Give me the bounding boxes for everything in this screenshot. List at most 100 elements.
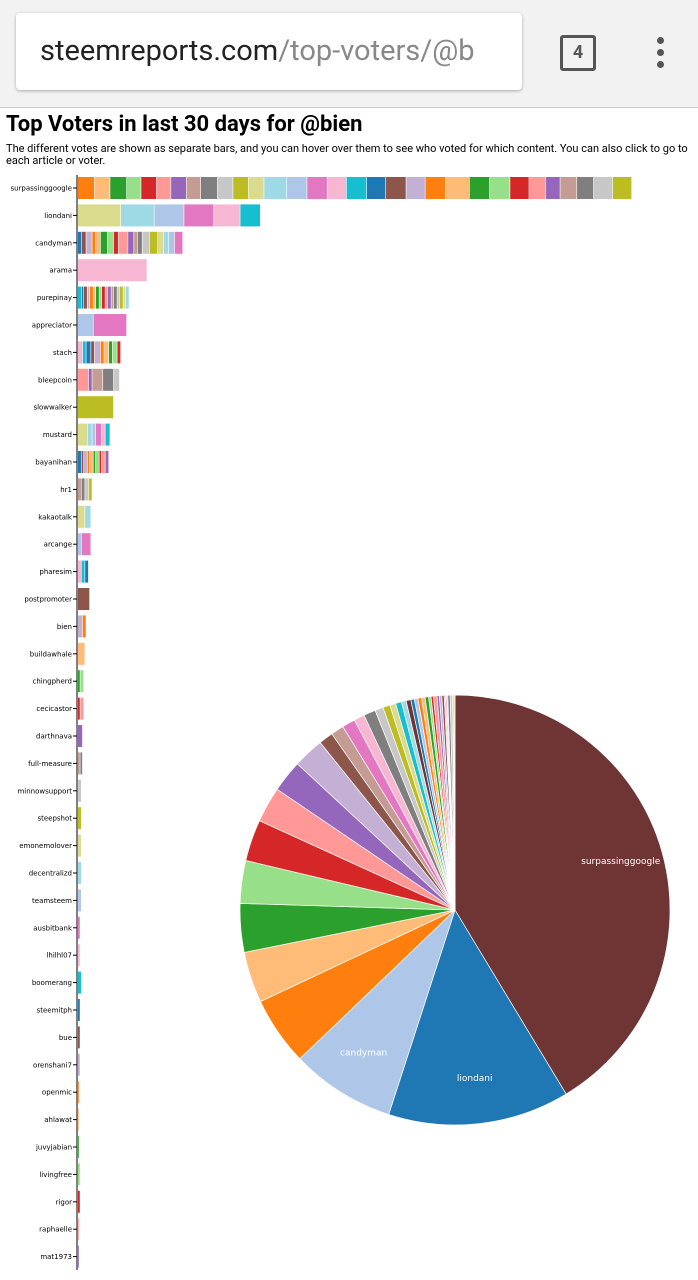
vote-bar[interactable] (78, 259, 147, 282)
vote-bar[interactable] (87, 451, 90, 473)
pie-slice[interactable] (453, 694, 456, 911)
vote-bar[interactable] (94, 177, 110, 199)
pie-slice[interactable] (454, 694, 671, 1095)
vote-bar[interactable] (78, 889, 81, 912)
vote-bar[interactable] (78, 423, 87, 446)
vote-bar[interactable] (91, 341, 95, 364)
vote-bar[interactable] (154, 204, 184, 227)
vote-bar[interactable] (81, 478, 85, 501)
vote-bar[interactable] (78, 1108, 79, 1131)
vote-bar[interactable] (100, 341, 104, 364)
vote-bar[interactable] (83, 451, 87, 473)
vote-bar[interactable] (529, 177, 546, 199)
vote-bar[interactable] (87, 286, 90, 309)
vote-bar[interactable] (186, 177, 201, 199)
vote-bar[interactable] (445, 177, 470, 199)
vote-bar[interactable] (406, 177, 425, 199)
vote-bar[interactable] (184, 204, 214, 227)
vote-bar[interactable] (168, 231, 175, 254)
vote-bar[interactable] (78, 560, 81, 583)
vote-bar[interactable] (89, 451, 93, 473)
vote-bar[interactable] (163, 231, 169, 254)
vote-bar[interactable] (157, 231, 164, 254)
vote-bar[interactable] (510, 177, 529, 199)
vote-bar[interactable] (78, 834, 81, 857)
vote-bar[interactable] (123, 286, 126, 309)
vote-bar[interactable] (80, 697, 84, 720)
vote-bar[interactable] (78, 1136, 79, 1158)
vote-bar[interactable] (117, 341, 121, 364)
vote-bar[interactable] (81, 533, 91, 556)
vote-bar[interactable] (217, 177, 233, 199)
vote-bar[interactable] (107, 286, 111, 309)
vote-bar[interactable] (113, 286, 117, 309)
vote-bar[interactable] (78, 396, 114, 419)
vote-bar[interactable] (78, 779, 81, 802)
vote-bar[interactable] (233, 177, 249, 199)
vote-bar[interactable] (78, 286, 81, 309)
vote-bar[interactable] (82, 341, 86, 364)
vote-bar[interactable] (78, 697, 80, 720)
vote-bar[interactable] (95, 451, 99, 473)
vote-bar[interactable] (93, 286, 96, 309)
vote-bar[interactable] (286, 177, 307, 199)
vote-bar[interactable] (125, 286, 129, 309)
vote-bar[interactable] (142, 231, 150, 254)
vote-bar[interactable] (78, 670, 80, 693)
vote-bar[interactable] (78, 1218, 79, 1241)
vote-bar[interactable] (78, 999, 80, 1021)
vote-bar[interactable] (99, 286, 102, 309)
vote-bar[interactable] (113, 231, 118, 254)
vote-bar[interactable] (78, 725, 83, 747)
vote-bar[interactable] (128, 231, 134, 254)
vote-bar[interactable] (248, 177, 264, 199)
vote-bar[interactable] (88, 368, 92, 391)
vote-bar[interactable] (105, 423, 110, 446)
vote-bar[interactable] (81, 560, 85, 583)
vote-bar[interactable] (78, 752, 80, 775)
vote-bar[interactable] (137, 231, 142, 254)
vote-bar[interactable] (78, 368, 89, 391)
vote-bar[interactable] (200, 177, 218, 199)
vote-bar[interactable] (469, 177, 490, 199)
vote-bar[interactable] (78, 204, 121, 227)
vote-bar[interactable] (78, 1163, 80, 1186)
vote-bar[interactable] (83, 286, 87, 309)
vote-bar[interactable] (86, 231, 92, 254)
vote-bar[interactable] (110, 177, 127, 199)
vote-bar[interactable] (119, 286, 123, 309)
vote-bar[interactable] (264, 177, 287, 199)
vote-bar[interactable] (171, 177, 187, 199)
vote-bar[interactable] (107, 231, 114, 254)
vote-bar[interactable] (112, 341, 117, 364)
pie-slice[interactable] (388, 909, 567, 1126)
vote-bar[interactable] (577, 177, 594, 199)
vote-bar[interactable] (78, 1245, 79, 1268)
vote-bar[interactable] (95, 231, 101, 254)
vote-bar[interactable] (86, 341, 91, 364)
vote-bar[interactable] (78, 1190, 80, 1213)
vote-bar[interactable] (78, 1081, 79, 1104)
vote-bar[interactable] (126, 177, 141, 199)
vote-bar[interactable] (92, 231, 96, 254)
vote-bar[interactable] (87, 423, 92, 446)
vote-bar[interactable] (81, 286, 84, 309)
menu-dot[interactable] (657, 37, 664, 44)
tab-counter[interactable]: 4 (560, 35, 596, 71)
vote-bar[interactable] (92, 423, 96, 446)
vote-bar[interactable] (92, 368, 103, 391)
vote-bar[interactable] (489, 177, 510, 199)
vote-bar[interactable] (101, 451, 105, 473)
vote-bar[interactable] (85, 505, 91, 528)
vote-bar[interactable] (104, 341, 109, 364)
vote-bar[interactable] (103, 368, 114, 391)
vote-bar[interactable] (78, 944, 80, 967)
vote-bar[interactable] (386, 177, 406, 199)
vote-bar[interactable] (78, 642, 85, 665)
vote-bar[interactable] (100, 231, 108, 254)
vote-bar[interactable] (141, 177, 157, 199)
vote-bar[interactable] (156, 177, 171, 199)
vote-bar[interactable] (78, 1026, 80, 1049)
vote-bar[interactable] (78, 1053, 80, 1076)
vote-bar[interactable] (78, 478, 81, 501)
